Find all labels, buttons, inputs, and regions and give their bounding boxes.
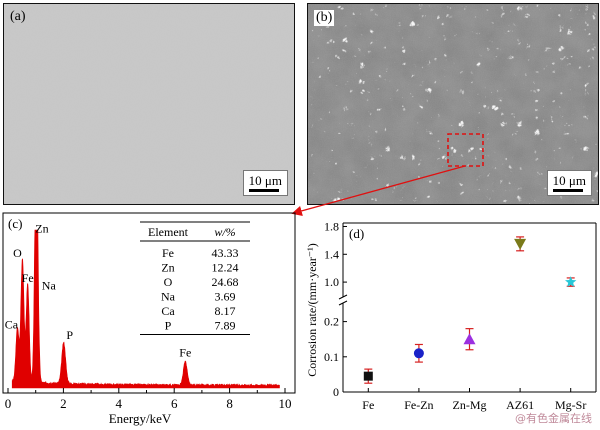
corr-y-tick-label: 0.1 [324,350,339,364]
eds-table-cell-element: O [164,275,173,289]
eds-peak-label-o: O [13,246,22,260]
eds-table-cell-element: Fe [162,246,174,260]
corr-x-tick-label: Zn-Mg [453,398,487,412]
eds-x-tick-label: 2 [60,396,67,411]
corr-y-tick-label: 1.8 [324,219,339,233]
sem-panel-a: (a) 10 μm [3,3,295,205]
scale-line-b [552,189,583,192]
eds-spectrum-trace [11,229,280,389]
panel-label-c: (c) [8,216,22,231]
eds-table-cell-value: 8.17 [215,304,236,318]
eds-x-tick-label: 8 [226,396,233,411]
eds-table-cell-value: 24.68 [212,275,239,289]
scale-label-b: 10 μm [552,173,586,188]
corr-x-tick-label: AZ61 [506,398,534,412]
panel-label-d: (d) [349,226,364,241]
corr-y-tick-label: 0.2 [324,315,339,329]
eds-table-cell-value: 3.69 [215,290,236,304]
watermark-text: @有色金属在线 [515,412,592,425]
eds-table-cell-element: P [165,319,172,333]
eds-plot-frame [2,212,296,394]
corr-y-tick-label: 1.0 [324,275,339,289]
corr-y-tick-label: 1.4 [324,247,339,261]
eds-x-tick-label: 10 [279,396,292,411]
eds-table-cell-value: 12.24 [212,261,239,275]
corrosion-y-axis-label: Corrosion rate/(mm·year⁻¹) [305,243,319,377]
zoom-region-box [447,133,484,167]
sem-image-b [308,4,598,204]
eds-x-axis-label: Energy/keV [109,411,172,426]
eds-x-tick-label: 6 [171,396,178,411]
corr-x-tick-label: Fe-Zn [404,398,433,412]
eds-peak-label-p: P [66,328,73,342]
eds-table-cell-element: Zn [161,261,174,275]
scale-line-a [248,189,279,192]
eds-table-header-element: Element [148,225,189,239]
corrosion-rate-chart: 1.0 1.4 1.8 0 0.1 0.2 Fe Fe-Zn Zn-Mg AZ61 Mg-Sr (d… [305,219,597,412]
eds-peak-label-zn: Zn [35,221,48,235]
corr-point-marker [565,276,577,287]
eds-peak-label-fe: Fe [22,271,34,285]
corr-point-marker [363,371,373,381]
corr-point-marker [463,333,476,345]
corr-x-tick-label: Fe [362,398,374,412]
panel-label-b: (b) [314,10,335,26]
eds-peak-label-ca: Ca [5,317,19,331]
eds-peak-label-fe: Fe [179,345,191,359]
panel-label-a: (a) [10,9,26,24]
scale-label-a: 10 μm [248,173,282,188]
eds-x-tick-label: 4 [116,396,123,411]
corr-x-tick-label: Mg-Sr [555,398,586,412]
corr-point-marker [413,348,424,359]
eds-table-header-value: w/% [214,225,235,239]
scale-bar-a: 10 μm [242,170,288,196]
corr-point-marker [514,238,527,250]
corr-axis-break-mark [338,294,348,306]
eds-x-tick-label: 0 [5,396,12,411]
eds-table-cell-value: 43.33 [212,246,239,260]
sem-panel-b: (b) 10 μm [307,3,599,205]
eds-table-cell-element: Ca [161,304,175,318]
eds-table-cell-value: 7.89 [215,319,236,333]
corr-y-tick-label: 0 [333,385,339,399]
eds-table-cell-element: Na [161,290,176,304]
eds-peak-label-na: Na [42,278,57,292]
scale-bar-b: 10 μm [546,170,592,196]
